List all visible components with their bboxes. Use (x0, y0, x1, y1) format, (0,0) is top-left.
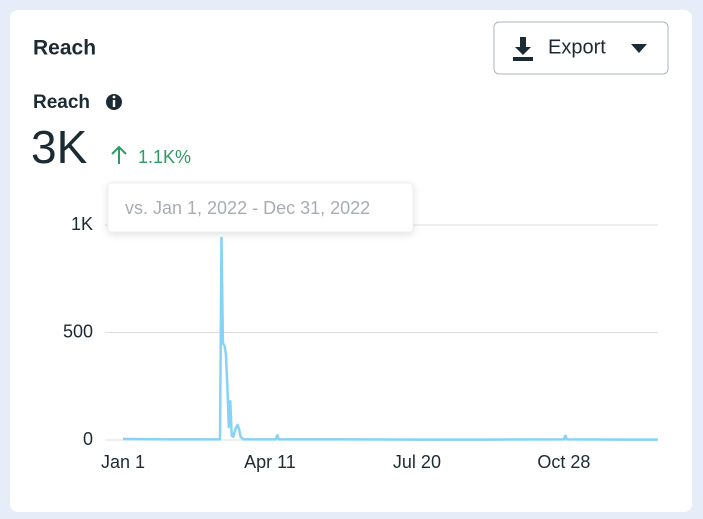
metric-change: 1.1K% (138, 147, 191, 167)
card-title: Reach (33, 37, 96, 60)
y-tick-label: 1K (71, 214, 93, 234)
comparison-text: vs. Jan 1, 2022 - Dec 31, 2022 (125, 198, 370, 218)
x-tick-label: Jan 1 (101, 452, 145, 472)
card (10, 10, 692, 512)
x-tick-label: Oct 28 (537, 452, 590, 472)
reach-line (122, 236, 658, 441)
metric-value: 3K (31, 121, 88, 173)
export-button-frame[interactable] (493, 21, 669, 75)
info-dot (112, 95, 116, 99)
comparison-tooltip (107, 182, 414, 233)
info-icon[interactable] (106, 94, 122, 110)
export-label[interactable]: Export (548, 36, 606, 58)
y-tick-label: 500 (63, 321, 93, 341)
info-stem (112, 100, 116, 107)
y-tick-label: 0 (83, 429, 93, 449)
x-tick-label: Jul 20 (393, 452, 441, 472)
dropdown-caret (631, 44, 647, 53)
x-tick-label: Apr 11 (244, 452, 296, 472)
up-arrow (111, 145, 127, 164)
export-button[interactable]: Export (493, 21, 669, 75)
metric-label: Reach (33, 92, 90, 113)
download-icon (513, 37, 533, 61)
